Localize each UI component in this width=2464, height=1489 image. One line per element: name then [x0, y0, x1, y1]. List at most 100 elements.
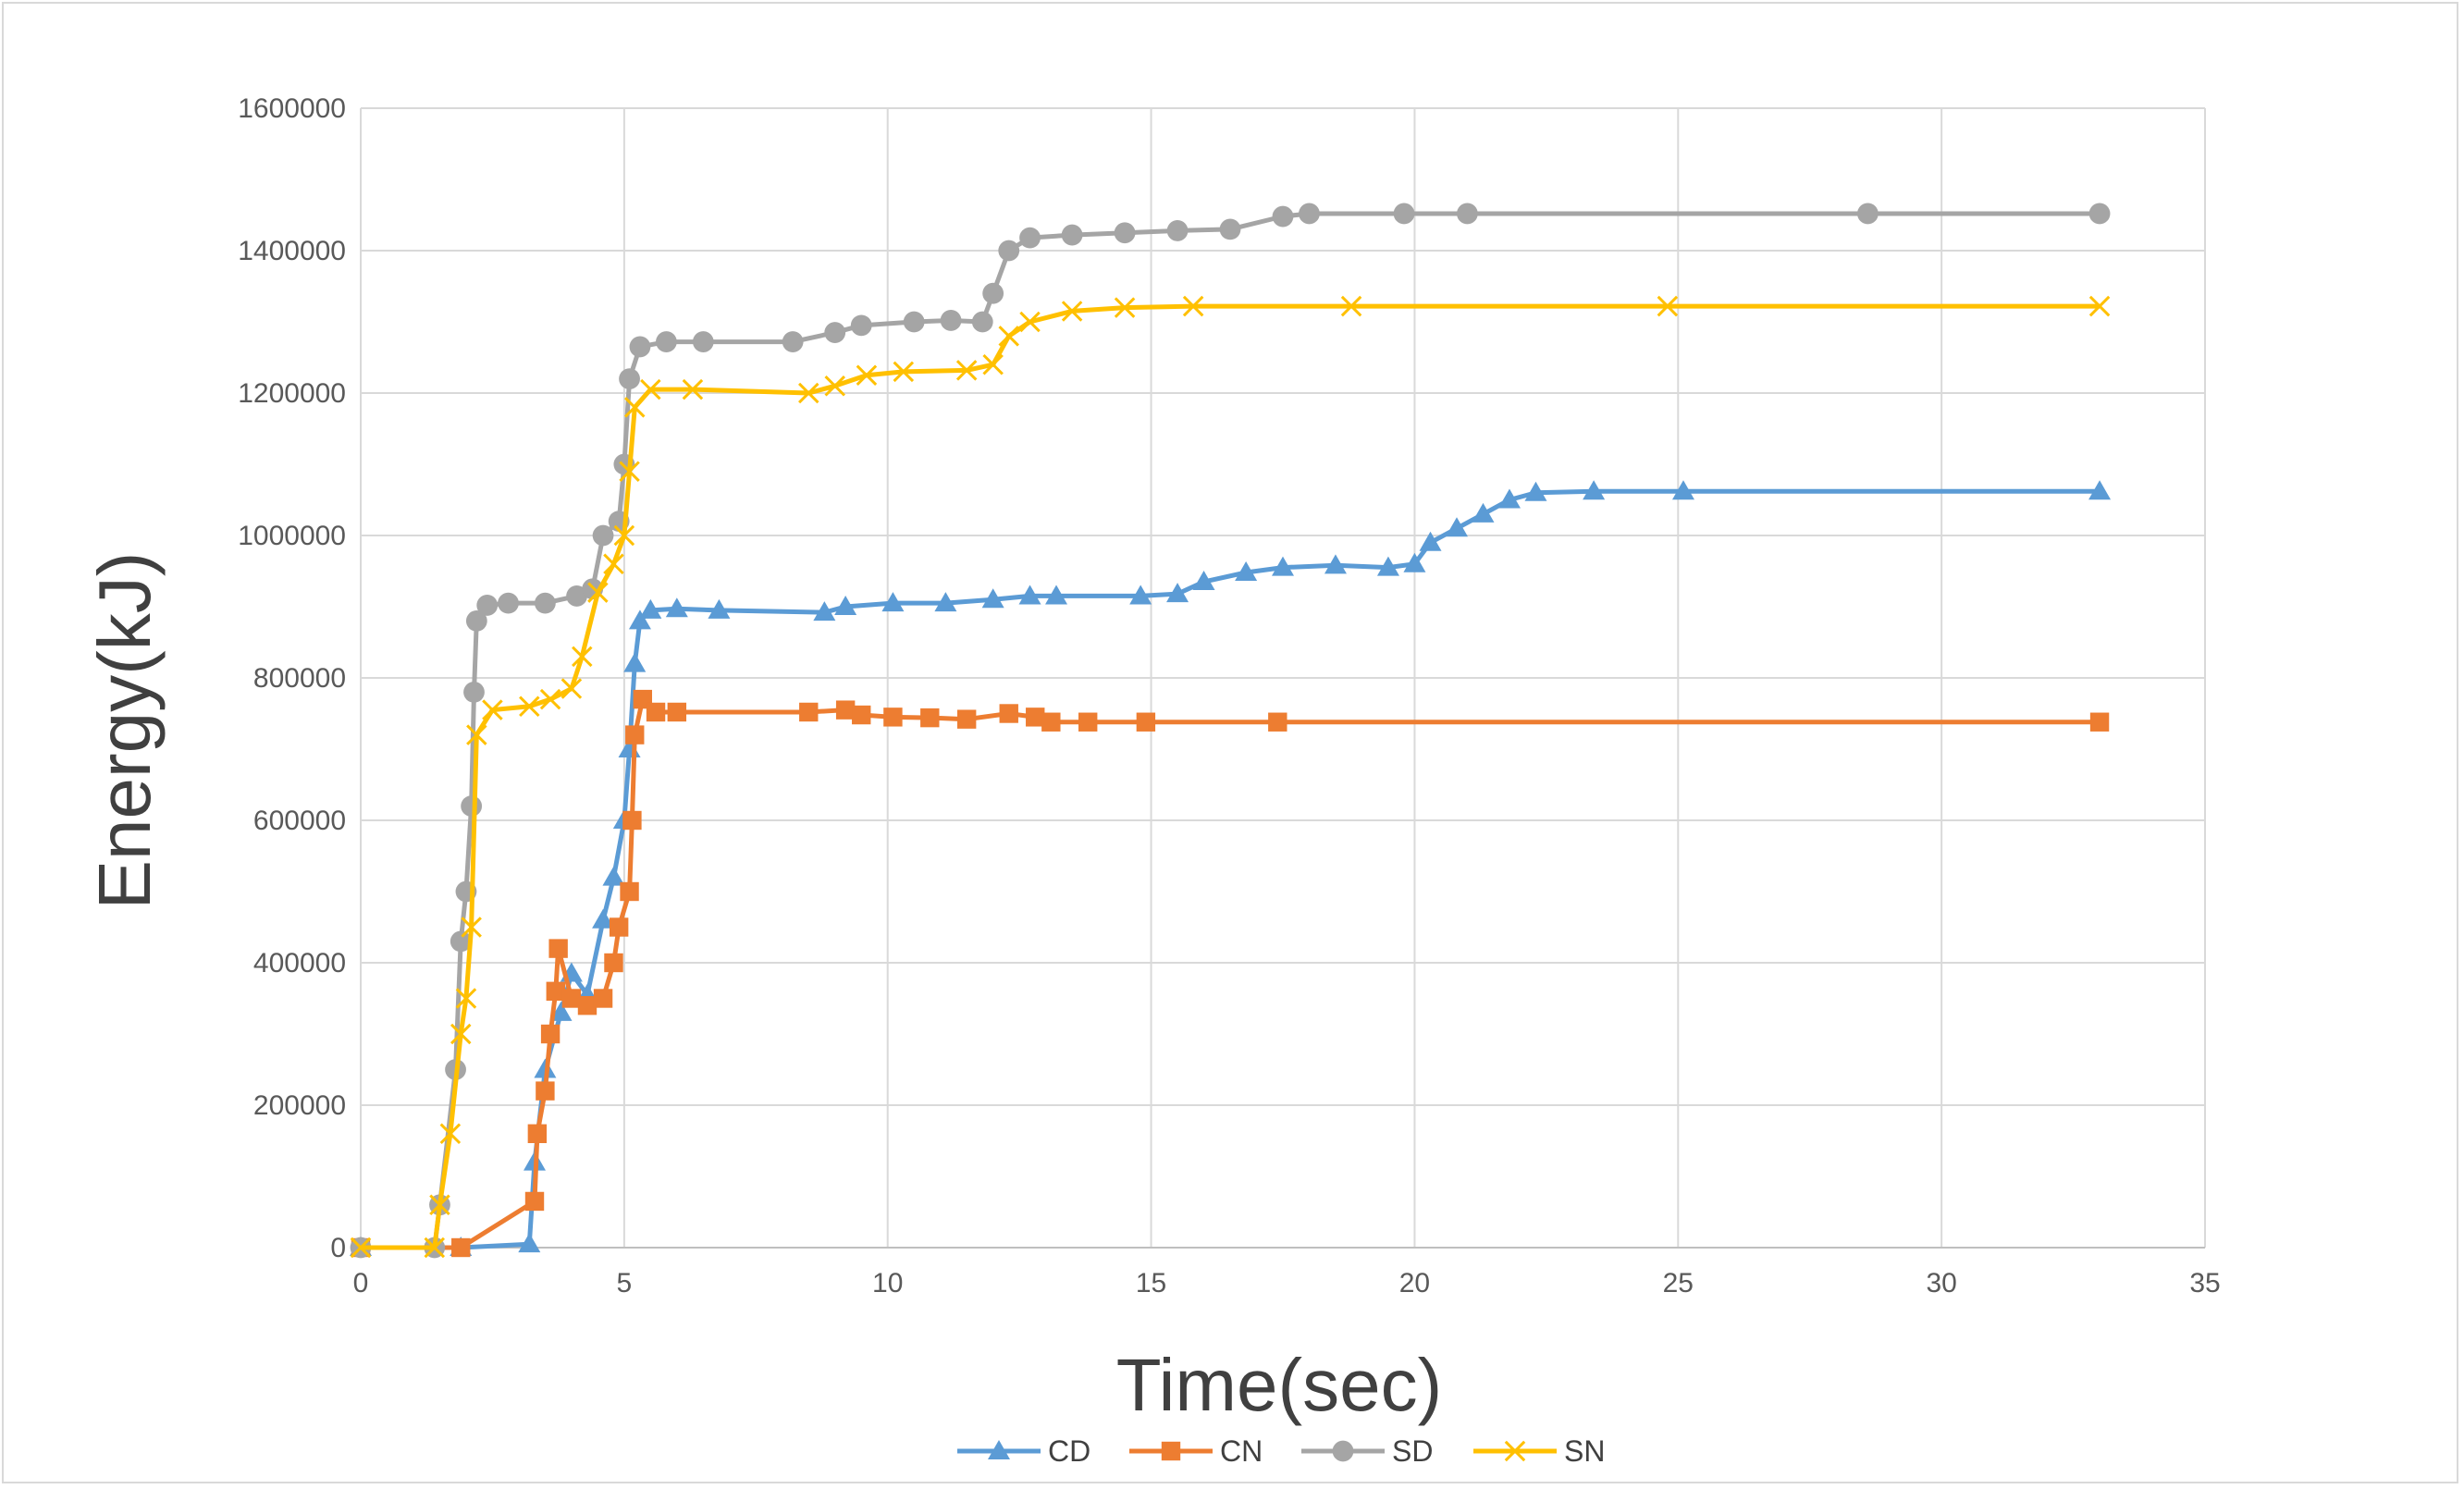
x-tick-label: 25 — [1663, 1268, 1694, 1298]
data-point-cn — [527, 1124, 548, 1143]
data-point-sd — [1019, 227, 1041, 249]
x-tick-label: 35 — [2189, 1268, 2220, 1298]
x-tick-label: 15 — [1136, 1268, 1166, 1298]
data-point-cn — [546, 981, 565, 1001]
data-point-sn — [2088, 295, 2111, 317]
data-point-sd — [1457, 203, 1478, 225]
data-point-cd — [1129, 585, 1152, 605]
data-point-cn — [1078, 712, 1098, 732]
data-point-cn — [667, 702, 687, 722]
data-point-sd — [940, 310, 962, 331]
data-point-cd — [1166, 583, 1189, 603]
legend-label: SN — [1564, 1434, 1605, 1468]
y-tick-label: 1200000 — [238, 378, 346, 409]
data-point-sd — [463, 682, 485, 703]
series-line-cd — [361, 488, 2101, 1250]
data-point-cd — [665, 597, 688, 618]
y-tick-label: 1000000 — [238, 521, 346, 551]
legend-item-cn: CN — [1129, 1434, 1263, 1468]
legend-swatch-marker — [1161, 1441, 1181, 1461]
data-point-sd — [782, 331, 804, 352]
data-point-sn — [955, 360, 978, 381]
series-sn — [350, 295, 2111, 1259]
data-point-sn — [461, 917, 482, 938]
data-point-cd — [592, 908, 615, 929]
y-tick-label: 800000 — [253, 663, 346, 694]
legend: CD CN SD SN — [957, 1434, 1605, 1468]
series-cn — [351, 689, 2110, 1258]
data-point-cn — [956, 709, 977, 729]
x-tick-label: 30 — [1926, 1268, 1956, 1298]
data-point-cd — [834, 596, 857, 615]
data-point-cn — [646, 702, 666, 722]
data-point-sn — [603, 553, 624, 575]
data-point-sn — [1114, 297, 1136, 318]
data-point-cd — [1045, 585, 1068, 605]
data-point-cn — [548, 939, 568, 958]
data-point-sn — [824, 375, 846, 397]
data-point-cn — [524, 1191, 545, 1212]
y-tick-label: 200000 — [253, 1090, 346, 1121]
series-lines — [350, 203, 2112, 1259]
series-sd — [350, 203, 2111, 1259]
data-point-sd — [850, 314, 872, 337]
data-point-sn — [1019, 311, 1041, 333]
legend-swatch-marker — [988, 1440, 1010, 1459]
data-point-sn — [640, 378, 661, 400]
y-tick-label: 1400000 — [238, 236, 346, 266]
data-point-sd — [656, 331, 677, 352]
data-point-cd — [639, 598, 662, 619]
data-point-cn — [2089, 712, 2110, 732]
data-point-cd — [602, 866, 625, 886]
data-point-cd — [1583, 480, 1606, 500]
data-point-cd — [1671, 480, 1694, 500]
y-axis-title: Energy(kJ) — [83, 552, 166, 910]
data-point-sd — [903, 311, 925, 333]
data-point-cd — [1324, 554, 1347, 574]
data-point-cn — [1136, 712, 1156, 732]
data-point-sd — [1219, 218, 1241, 240]
data-point-sn — [587, 582, 609, 603]
data-point-cd — [934, 592, 957, 612]
data-point-sn — [572, 646, 593, 668]
data-point-sd — [535, 592, 556, 614]
data-point-sd — [971, 311, 993, 333]
data-point-cd — [2088, 480, 2112, 500]
data-point-sn — [623, 397, 646, 418]
data-point-sd — [1393, 203, 1415, 225]
data-point-sd — [461, 795, 483, 817]
data-point-sn — [450, 1023, 472, 1045]
data-point-sd — [476, 595, 499, 616]
legend-item-sn: SN — [1473, 1434, 1605, 1468]
data-point-cn — [625, 725, 645, 744]
data-point-cd — [1472, 502, 1495, 523]
legend-label: CN — [1220, 1434, 1263, 1468]
data-point-sd — [619, 368, 640, 389]
data-point-cn — [622, 810, 642, 831]
tick-labels: 0 200000 400000 600000 800000 1000000 1200000 1… — [238, 93, 2220, 1298]
data-point-cn — [540, 1024, 561, 1044]
data-point-sn — [982, 353, 1004, 375]
data-point-cn — [536, 1081, 555, 1101]
data-point-cd — [1192, 571, 1215, 591]
x-tick-label: 20 — [1399, 1268, 1430, 1298]
data-point-cd — [549, 1001, 573, 1021]
data-point-sd — [824, 322, 846, 343]
data-point-sn — [797, 382, 819, 404]
data-point-sn — [455, 988, 477, 1009]
legend-item-sd: SD — [1301, 1434, 1433, 1468]
data-point-cn — [604, 953, 623, 973]
data-point-cn — [920, 708, 940, 728]
data-point-cd — [1446, 517, 1469, 537]
x-axis-title: Time(sec) — [1116, 1344, 1443, 1426]
data-point-cn — [852, 705, 871, 725]
data-point-sd — [498, 592, 519, 614]
data-point-sn — [466, 724, 487, 745]
data-point-cd — [1524, 481, 1547, 501]
series-line-cn — [361, 696, 2101, 1250]
data-point-sn — [482, 699, 503, 720]
data-point-sn — [424, 1237, 446, 1259]
data-point-cn — [1268, 712, 1287, 732]
